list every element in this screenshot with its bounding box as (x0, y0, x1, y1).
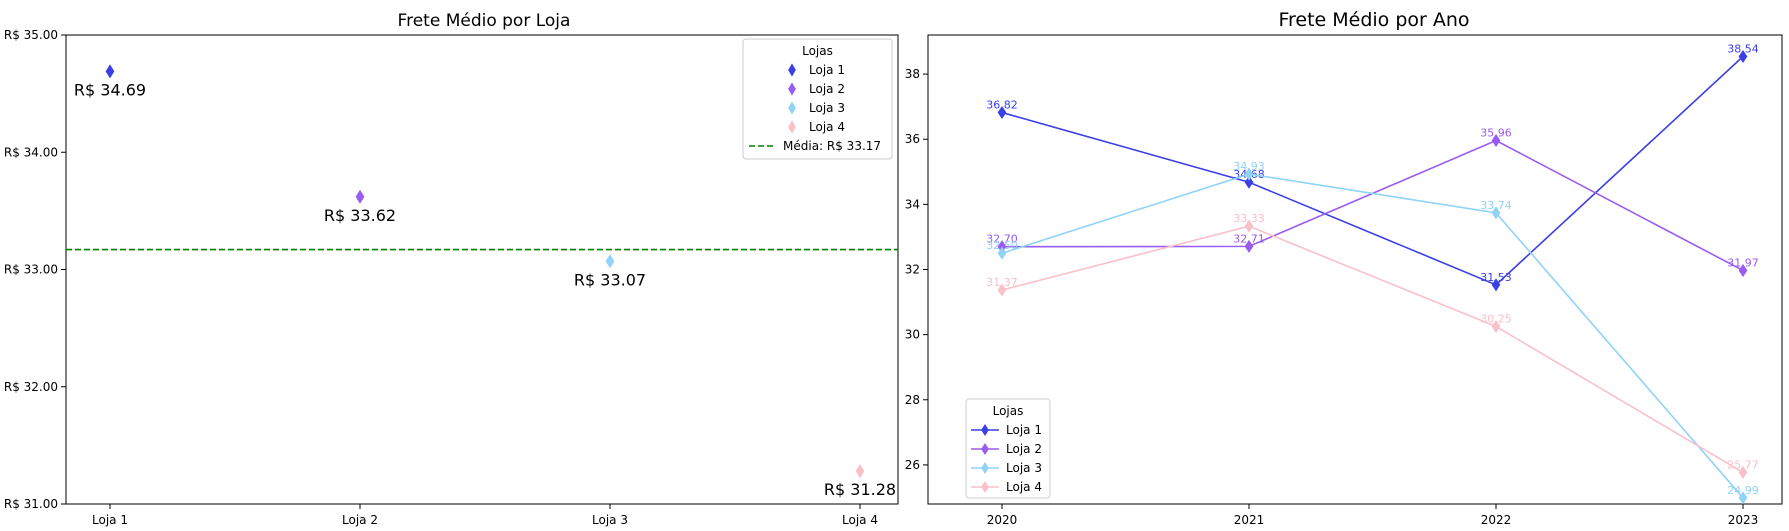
right-xtick-label: 2023 (1728, 513, 1759, 527)
series-point (1491, 319, 1501, 334)
series-data-label: 34.93 (1233, 160, 1265, 173)
left-chart: Frete Médio por Loja R$ 31.00R$ 32.00R$ … (4, 11, 899, 527)
right-xtick-label: 2020 (987, 513, 1018, 527)
series-point (1738, 49, 1748, 64)
right-ytick-label: 32 (905, 263, 920, 277)
left-legend-marker (788, 63, 796, 77)
right-legend-label: Loja 1 (1006, 423, 1042, 437)
series-point (1244, 219, 1254, 233)
left-ytick-label: R$ 35.00 (4, 28, 58, 42)
series-point (1738, 263, 1748, 278)
left-xtick-label: Loja 4 (842, 513, 878, 527)
right-legend-title: Lojas (993, 404, 1024, 418)
right-legend-label: Loja 3 (1006, 461, 1042, 475)
scatter-point (355, 189, 365, 204)
right-chart-title: Frete Médio por Ano (1278, 9, 1469, 31)
series-data-label: 31.37 (986, 276, 1018, 289)
series-point (1738, 491, 1748, 505)
right-ytick-label: 38 (905, 67, 920, 81)
point-value-label: R$ 31.28 (824, 480, 896, 499)
point-value-label: R$ 33.62 (324, 206, 396, 225)
point-value-label: R$ 33.07 (574, 270, 646, 289)
series-point (1244, 239, 1254, 253)
series-data-label: 25.77 (1727, 458, 1759, 471)
right-xtick-label: 2021 (1234, 513, 1265, 527)
right-plot-area: 26283032343638202020212022202336.8234.68… (905, 34, 1783, 527)
left-legend-marker (788, 120, 796, 134)
series-point (1491, 206, 1501, 220)
right-chart: Frete Médio por Ano 26 28 30 32 34 36 38 2020 20… (905, 9, 1783, 527)
right-legend-marker (981, 442, 989, 456)
series-data-label: 31.97 (1727, 256, 1759, 269)
series-line (1001, 225, 1744, 474)
series-data-label: 38.54 (1727, 42, 1759, 55)
left-legend-box (742, 38, 893, 160)
left-legend-label: Loja 4 (809, 120, 845, 134)
left-xtick-label: Loja 2 (342, 513, 378, 527)
series-point (1738, 465, 1748, 479)
left-legend-mean-label: Média: R$ 33.17 (783, 139, 881, 153)
left-ytick-label: R$ 32.00 (4, 380, 58, 394)
right-legend-label: Loja 2 (1006, 442, 1042, 456)
series-data-label: 36.82 (986, 99, 1018, 112)
right-ytick-label: 26 (905, 458, 920, 472)
series-data-label: 32.71 (1233, 232, 1265, 245)
left-legend: Lojas Loja 1 Loja 2 Loja 3 Loja 4 Média: R$ 3… (742, 38, 893, 160)
right-legend: Lojas Loja 1 Loja 2 Loja 3 Loja 4 (965, 398, 1051, 499)
series-data-label: 35.96 (1480, 127, 1512, 140)
series-data-label: 31.53 (1480, 271, 1512, 284)
series-line (1001, 55, 1744, 286)
series-data-label: 24.99 (1727, 484, 1759, 497)
series-data-label: 33.33 (1233, 212, 1265, 225)
right-legend-marker (981, 480, 989, 494)
scatter-point (855, 464, 865, 479)
series-point (1244, 175, 1254, 189)
left-legend-label: Loja 2 (809, 82, 845, 96)
right-legend-marker (981, 461, 989, 475)
left-legend-label: Loja 1 (809, 63, 845, 77)
series-point (997, 105, 1007, 120)
right-ytick-label: 28 (905, 393, 920, 407)
right-ytick-label: 30 (905, 328, 920, 342)
series-data-label: 30.25 (1480, 312, 1512, 325)
series-line (1001, 173, 1744, 499)
point-value-label: R$ 34.69 (74, 80, 146, 99)
series-point (1244, 167, 1254, 181)
right-legend-marker (981, 423, 989, 437)
left-ytick-label: R$ 31.00 (4, 497, 58, 511)
series-point (1491, 133, 1501, 148)
right-ytick-label: 36 (905, 132, 920, 146)
series-data-label: 33.74 (1480, 199, 1512, 212)
left-xtick-label: Loja 3 (592, 513, 628, 527)
right-legend-label: Loja 4 (1006, 480, 1042, 494)
right-legend-box (965, 398, 1051, 499)
left-ytick-label: R$ 34.00 (4, 145, 58, 159)
right-xtick-label: 2022 (1481, 513, 1512, 527)
series-data-label: 32.50 (986, 239, 1018, 252)
series-data-label: 32.70 (986, 233, 1018, 246)
left-xtick-label: Loja 1 (92, 513, 128, 527)
left-legend-title: Lojas (802, 44, 833, 58)
left-plot-area: R$ 31.00 R$ 32.00 R$ 33.00 R$ 34.00 R$ 35.00… (4, 28, 899, 527)
left-ytick-label: R$ 33.00 (4, 263, 58, 277)
scatter-point (105, 64, 115, 79)
series-point (997, 283, 1007, 297)
left-legend-label: Loja 3 (809, 101, 845, 115)
right-ytick-label: 34 (905, 197, 920, 211)
left-legend-marker (788, 82, 796, 96)
left-legend-marker (788, 101, 796, 115)
left-chart-title: Frete Médio por Loja (398, 11, 571, 31)
series-point (997, 246, 1007, 260)
series-point (1491, 278, 1501, 292)
scatter-point (605, 254, 615, 269)
